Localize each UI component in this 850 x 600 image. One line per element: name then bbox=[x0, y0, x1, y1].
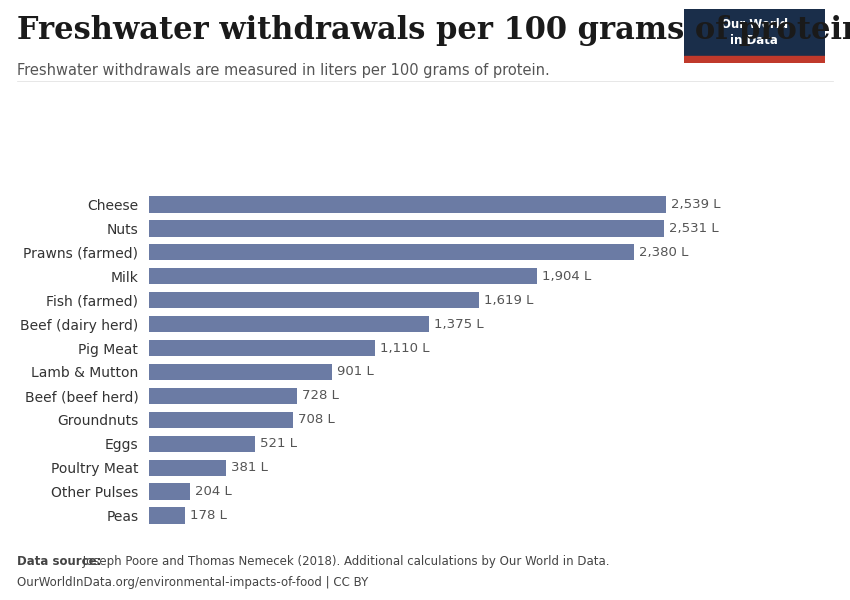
Text: 901 L: 901 L bbox=[337, 365, 374, 379]
Text: 204 L: 204 L bbox=[196, 485, 232, 498]
Text: 2,380 L: 2,380 L bbox=[638, 246, 688, 259]
Text: 1,619 L: 1,619 L bbox=[484, 293, 533, 307]
Text: 2,531 L: 2,531 L bbox=[670, 222, 719, 235]
Text: 708 L: 708 L bbox=[298, 413, 335, 427]
Bar bbox=[149, 220, 665, 236]
Bar bbox=[149, 316, 429, 332]
Text: 1,904 L: 1,904 L bbox=[541, 270, 591, 283]
Bar bbox=[149, 364, 332, 380]
Bar bbox=[149, 508, 185, 524]
Bar bbox=[149, 244, 633, 260]
Text: Freshwater withdrawals per 100 grams of protein: Freshwater withdrawals per 100 grams of … bbox=[17, 15, 850, 46]
Text: 1,110 L: 1,110 L bbox=[380, 341, 429, 355]
Bar bbox=[149, 484, 190, 500]
Bar bbox=[684, 56, 824, 63]
Text: Data source:: Data source: bbox=[17, 555, 101, 568]
Text: 178 L: 178 L bbox=[190, 509, 227, 522]
Text: Freshwater withdrawals are measured in liters per 100 grams of protein.: Freshwater withdrawals are measured in l… bbox=[17, 63, 550, 78]
Text: Joseph Poore and Thomas Nemecek (2018). Additional calculations by Our World in : Joseph Poore and Thomas Nemecek (2018). … bbox=[79, 555, 609, 568]
Bar bbox=[149, 292, 479, 308]
Bar bbox=[149, 196, 666, 212]
Text: 728 L: 728 L bbox=[302, 389, 339, 403]
Text: Our World: Our World bbox=[721, 17, 788, 31]
Text: 381 L: 381 L bbox=[231, 461, 269, 474]
Bar bbox=[149, 412, 293, 428]
Bar bbox=[149, 388, 297, 404]
Bar bbox=[149, 340, 375, 356]
Bar bbox=[149, 460, 226, 476]
Text: OurWorldInData.org/environmental-impacts-of-food | CC BY: OurWorldInData.org/environmental-impacts… bbox=[17, 576, 368, 589]
Text: in Data: in Data bbox=[730, 34, 779, 47]
Bar bbox=[149, 436, 255, 452]
Text: 1,375 L: 1,375 L bbox=[434, 317, 484, 331]
Text: 2,539 L: 2,539 L bbox=[671, 198, 721, 211]
Bar bbox=[149, 268, 536, 284]
Text: 521 L: 521 L bbox=[260, 437, 297, 450]
